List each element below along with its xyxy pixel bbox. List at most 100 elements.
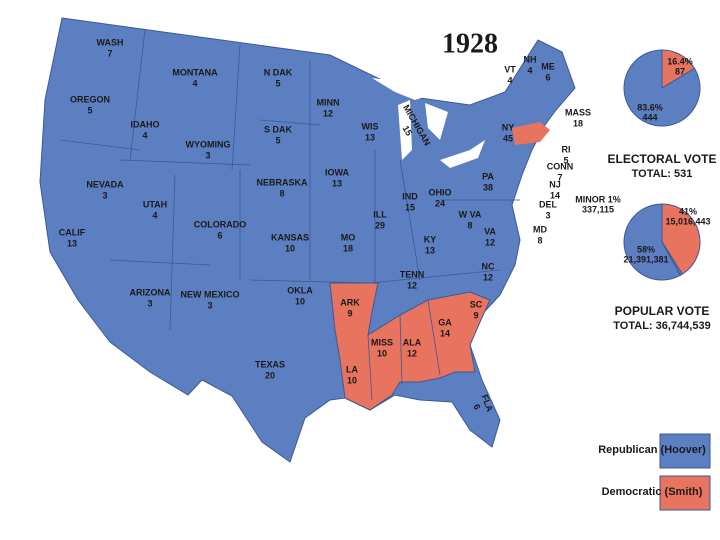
state-votes: 18 bbox=[573, 118, 583, 128]
state-name: NJ bbox=[549, 179, 561, 189]
state-votes: 13 bbox=[365, 132, 375, 142]
state-name: MD bbox=[533, 224, 547, 234]
state-name: N DAK bbox=[264, 67, 293, 77]
state-votes: 4 bbox=[192, 78, 197, 88]
state-votes: 10 bbox=[377, 348, 387, 358]
state-name: WIS bbox=[362, 121, 379, 131]
state-votes: 8 bbox=[467, 220, 472, 230]
state-votes: 15 bbox=[401, 124, 415, 138]
state-name: SC bbox=[470, 299, 483, 309]
pie-count: 87 bbox=[675, 66, 685, 76]
state-votes: 10 bbox=[285, 243, 295, 253]
pie-count: 15,016,443 bbox=[665, 216, 710, 226]
state-votes: 20 bbox=[265, 370, 275, 380]
state-name: UTAH bbox=[143, 199, 167, 209]
state-votes: 12 bbox=[407, 348, 417, 358]
pie-pct: 41% bbox=[679, 206, 697, 216]
state-name: TENN bbox=[400, 269, 425, 279]
state-name: NY bbox=[502, 122, 515, 132]
state-votes: 14 bbox=[550, 190, 560, 200]
state-votes: 12 bbox=[483, 272, 493, 282]
state-votes: 13 bbox=[67, 238, 77, 248]
state-name: MISS bbox=[371, 337, 393, 347]
pie-title: ELECTORAL VOTE bbox=[608, 152, 717, 166]
state-name: MONTANA bbox=[172, 67, 218, 77]
state-votes: 14 bbox=[440, 328, 450, 338]
legend-label: Democratic (Smith) bbox=[602, 486, 703, 498]
pie-title: POPULAR VOTE bbox=[615, 304, 710, 318]
state-votes: 4 bbox=[142, 130, 147, 140]
state-name: ILL bbox=[373, 209, 387, 219]
legend-label: Republican (Hoover) bbox=[598, 444, 706, 456]
state-name: KY bbox=[424, 234, 437, 244]
state-votes: 10 bbox=[347, 375, 357, 385]
state-name: TEXAS bbox=[255, 359, 285, 369]
state-votes: 6 bbox=[471, 403, 482, 411]
pie-count: 337,115 bbox=[582, 204, 614, 214]
great-lakes bbox=[372, 78, 485, 168]
state-name: MASS bbox=[565, 107, 591, 117]
state-name: WYOMING bbox=[186, 139, 231, 149]
pie-slice bbox=[623, 49, 701, 127]
state-name: NH bbox=[524, 54, 537, 64]
state-name: S DAK bbox=[264, 124, 293, 134]
state-name: ARIZONA bbox=[130, 287, 171, 297]
state-votes: 6 bbox=[217, 230, 222, 240]
pie-count: 21,391,381 bbox=[623, 254, 668, 264]
state-votes: 13 bbox=[425, 245, 435, 255]
state-name: IDAHO bbox=[131, 119, 160, 129]
state-borders bbox=[59, 29, 520, 401]
state-votes: 12 bbox=[323, 108, 333, 118]
pie-slice bbox=[623, 203, 681, 281]
state-votes: 4 bbox=[527, 65, 532, 75]
state-name: CALIF bbox=[59, 227, 86, 237]
state-name: NC bbox=[482, 261, 495, 271]
state-name: CONN bbox=[547, 161, 574, 171]
state-name: IOWA bbox=[325, 167, 349, 177]
pie-pct: 58% bbox=[637, 244, 655, 254]
state-votes: 3 bbox=[102, 190, 107, 200]
state-name: OHIO bbox=[428, 187, 451, 197]
state-name: IND bbox=[402, 191, 418, 201]
pie-count: 444 bbox=[642, 112, 657, 122]
state-votes: 7 bbox=[557, 172, 562, 182]
state-name: MO bbox=[341, 232, 356, 242]
state-votes: 5 bbox=[563, 155, 568, 165]
state-votes: 3 bbox=[205, 150, 210, 160]
state-name: PA bbox=[482, 171, 494, 181]
state-name: OKLA bbox=[287, 285, 313, 295]
state-votes: 4 bbox=[507, 75, 512, 85]
state-name: NEW MEXICO bbox=[180, 289, 239, 299]
state-name: ME bbox=[541, 61, 555, 71]
state-name: ALA bbox=[403, 337, 422, 347]
legend-swatch bbox=[659, 475, 711, 511]
state-votes: 29 bbox=[375, 220, 385, 230]
legend-swatch bbox=[659, 433, 711, 469]
state-votes: 9 bbox=[473, 310, 478, 320]
state-votes: 7 bbox=[107, 48, 112, 58]
state-votes: 8 bbox=[279, 188, 284, 198]
pie-pct: 16.4% bbox=[667, 56, 693, 66]
state-votes: 3 bbox=[545, 210, 550, 220]
state-name: MINN bbox=[317, 97, 340, 107]
state-votes: 5 bbox=[87, 105, 92, 115]
state-name: VT bbox=[504, 64, 516, 74]
state-name: NEVADA bbox=[86, 179, 124, 189]
state-votes: 12 bbox=[407, 280, 417, 290]
state-votes: 24 bbox=[435, 198, 445, 208]
state-votes: 10 bbox=[295, 296, 305, 306]
state-votes: 5 bbox=[275, 78, 280, 88]
state-name: DEL bbox=[539, 199, 558, 209]
state-votes: 5 bbox=[275, 135, 280, 145]
state-name: GA bbox=[438, 317, 452, 327]
state-votes: 3 bbox=[147, 298, 152, 308]
state-votes: 3 bbox=[207, 300, 212, 310]
massachusetts bbox=[512, 122, 550, 145]
state-votes: 45 bbox=[503, 133, 513, 143]
state-name: LA bbox=[346, 364, 358, 374]
state-name: OREGON bbox=[70, 94, 110, 104]
state-name: KANSAS bbox=[271, 232, 309, 242]
state-votes: 38 bbox=[483, 182, 493, 192]
pie-pct: 83.6% bbox=[637, 102, 663, 112]
